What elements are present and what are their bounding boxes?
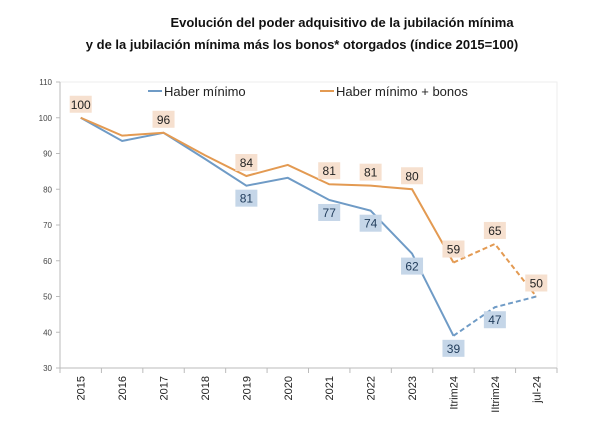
- data-label-box: [401, 257, 424, 275]
- x-tick-label: 2016: [117, 376, 129, 400]
- data-label: 74: [364, 217, 378, 231]
- data-label: 59: [447, 243, 461, 257]
- data-label: 96: [157, 113, 171, 127]
- x-tick-label: 2021: [324, 376, 336, 400]
- legend-label: Haber mínimo: [164, 84, 246, 99]
- data-label-box: [401, 167, 424, 185]
- y-tick-label: 80: [43, 185, 52, 194]
- x-tick-label: 2015: [76, 376, 88, 400]
- data-label: 81: [240, 192, 254, 206]
- series-line-dashed: [453, 242, 538, 298]
- x-tick-label: 2022: [366, 376, 378, 400]
- x-tick-label: 2020: [283, 376, 295, 400]
- chart-title-line1: Evolución del poder adquisitivo de la ju…: [170, 15, 514, 30]
- x-tick-label: jul-24: [531, 376, 543, 404]
- data-label-box: [359, 163, 382, 181]
- series-line-solid: [80, 116, 455, 264]
- y-tick-label: 40: [43, 328, 52, 337]
- y-tick-label: 50: [43, 293, 52, 302]
- data-label: 65: [488, 224, 502, 238]
- data-label: 77: [323, 206, 337, 220]
- data-label: 100: [71, 98, 91, 112]
- y-tick-label: 100: [39, 114, 53, 123]
- data-label-box: [359, 214, 382, 232]
- y-tick-label: 110: [39, 78, 52, 87]
- data-label: 84: [240, 156, 254, 170]
- data-label-box: [442, 240, 465, 258]
- data-label-box: [483, 311, 506, 329]
- x-tick-label: 2018: [200, 376, 212, 400]
- data-label-box: [318, 162, 341, 180]
- series-line-dashed: [452, 295, 537, 337]
- data-label: 47: [488, 313, 502, 327]
- x-tick-label: 2023: [407, 376, 419, 400]
- y-tick-label: 30: [43, 364, 52, 373]
- data-label-box: [235, 189, 258, 207]
- y-tick-label: 70: [43, 221, 52, 230]
- data-label: 80: [405, 169, 419, 183]
- series-line-solid: [80, 116, 455, 337]
- data-label: 50: [530, 277, 544, 291]
- data-label: 39: [447, 342, 461, 356]
- x-tick-label: IItrim24: [490, 376, 502, 413]
- data-label-box: [69, 95, 92, 113]
- x-tick-label: 2017: [159, 376, 171, 400]
- legend-label: Haber mínimo + bonos: [336, 84, 468, 99]
- data-label: 62: [405, 260, 419, 274]
- data-label: 81: [364, 166, 378, 180]
- data-label-box: [483, 221, 506, 239]
- x-tick-label: Itrim24: [448, 376, 460, 410]
- data-label-box: [318, 203, 341, 221]
- chart-title-line2: y de la jubilación mínima más los bonos*…: [85, 37, 519, 52]
- data-label-box: [152, 110, 175, 128]
- data-label: 81: [323, 164, 337, 178]
- data-label-box: [442, 339, 465, 357]
- plot-area: [59, 81, 558, 369]
- y-tick-label: 60: [43, 257, 52, 266]
- y-tick-label: 90: [43, 150, 52, 159]
- data-label-box: [525, 274, 548, 292]
- x-tick-label: 2019: [241, 376, 253, 400]
- data-label-box: [235, 154, 258, 172]
